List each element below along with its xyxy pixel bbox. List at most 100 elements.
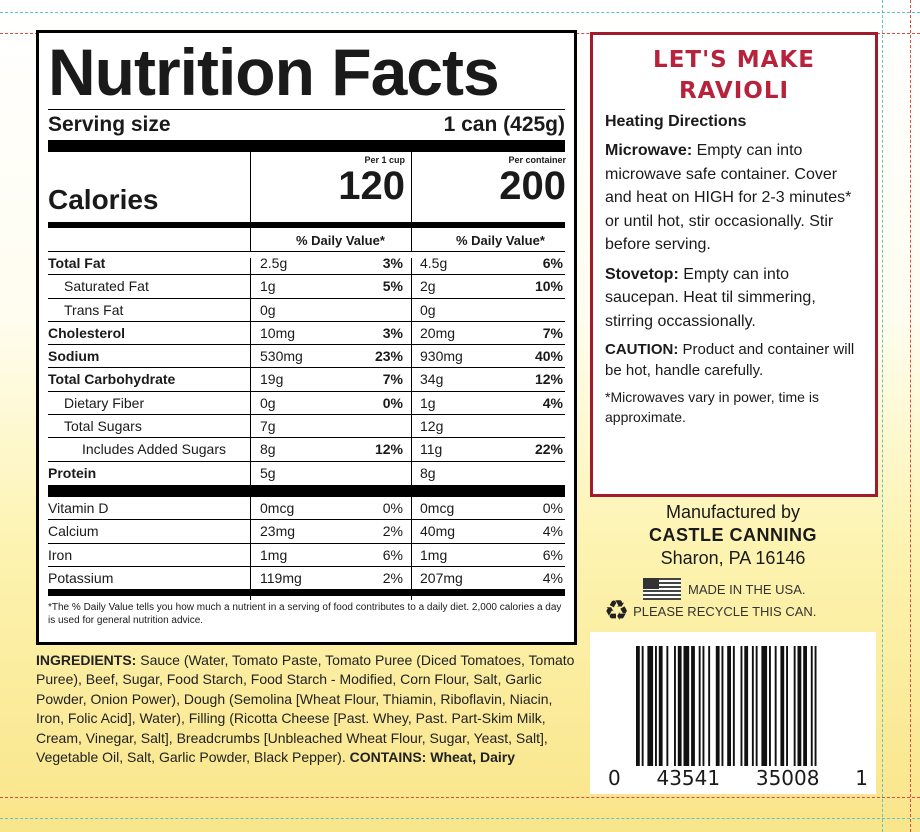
nutrient-name: Total Fat — [48, 255, 106, 271]
barcode-bars — [636, 646, 817, 766]
nutrient-name: Total Sugars — [64, 418, 142, 435]
vitamin-amount-cup: 23mg — [260, 523, 296, 540]
calories-rule — [48, 222, 565, 228]
vitamin-row: Vitamin D 0mcg 0% 0mcg 0% — [48, 497, 565, 521]
calories-row: Calories Per 1 cup 120 Per container 200 — [48, 152, 566, 222]
recycle-icon: ♻ — [604, 595, 630, 626]
barcode-bar — [774, 646, 777, 766]
barcode-bar — [658, 646, 663, 766]
barcode: 0 43541 35008 1 — [590, 632, 876, 794]
nutrient-amount-container: 930mg — [420, 348, 463, 365]
barcode-bar — [744, 646, 749, 766]
nutrient-amount-cup: 530mg — [260, 348, 303, 365]
table-divider-right — [411, 258, 412, 600]
caution-note: CAUTION: Product and container will be h… — [605, 339, 863, 381]
nutrient-row: Includes Added Sugars 8g 12% 11g 22% — [48, 438, 565, 462]
barcode-bar — [761, 646, 768, 766]
caution-label: CAUTION: — [605, 341, 679, 358]
microwave-text: Empty can into microwave safe container.… — [605, 142, 852, 253]
nutrient-row: Dietary Fiber 0g 0% 1g 4% — [48, 392, 565, 416]
vitamin-name: Calcium — [48, 523, 99, 540]
nutrient-amount-container: 8g — [420, 464, 436, 481]
serving-size-value: 1 can (425g) — [443, 113, 565, 136]
vitamin-row: Potassium 119mg 2% 207mg 4% — [48, 567, 565, 591]
calories-label: Calories — [48, 184, 159, 215]
ingredients-label: INGREDIENTS: — [36, 652, 137, 668]
made-in-usa-text: MADE IN THE USA. — [688, 581, 806, 597]
nutrient-amount-container: 2g — [420, 278, 436, 295]
vitamin-dv-cup: 2% — [382, 569, 403, 586]
nutrient-row: Total Fat 2.5g 3% 4.5g 6% — [48, 252, 565, 276]
vitamin-amount-container: 0mcg — [420, 499, 455, 516]
barcode-bar — [655, 646, 657, 766]
nutrient-row: Saturated Fat 1g 5% 2g 10% — [48, 275, 565, 299]
barcode-bar — [683, 646, 690, 766]
recycle-notice: ♻ PLEASE RECYCLE THIS CAN. — [604, 597, 816, 625]
nutrient-dv-container: 6% — [542, 255, 563, 271]
barcode-digit-group: 0 — [608, 766, 621, 790]
vitamin-amount-cup: 119mg — [260, 569, 302, 586]
nutrient-dv-cup: 0% — [382, 394, 403, 411]
manufacturer-name: CASTLE CANNING — [649, 525, 817, 545]
nutrient-name: Sodium — [48, 348, 100, 365]
barcode-bar — [641, 646, 644, 766]
barcode-bar — [803, 646, 807, 766]
nutrient-dv-cup: 5% — [382, 278, 403, 295]
microwave-label: Microwave: — [605, 142, 693, 159]
barcode-bar — [797, 646, 802, 766]
manufacturer-address: Sharon, PA 16146 — [660, 548, 806, 568]
barcode-bar — [814, 646, 817, 766]
nutrient-dv-cup: 12% — [374, 441, 403, 458]
nutrient-dv-cup: 23% — [374, 348, 403, 365]
col1-head-label: Per 1 cup — [364, 155, 405, 165]
nutrient-amount-cup: 8g — [260, 441, 276, 458]
footnote-rule — [48, 590, 565, 597]
barcode-digit-group: 1 — [855, 766, 868, 790]
vitamin-dv-container: 4% — [542, 569, 563, 586]
vitamin-dv-container: 6% — [542, 546, 563, 563]
barcode-bar — [793, 646, 796, 766]
barcode-bar — [698, 646, 701, 766]
barcode-bar — [732, 646, 735, 766]
microwave-instructions: Microwave: Empty can into microwave safe… — [605, 139, 863, 257]
nutrient-rows: Total Fat 2.5g 3% 4.5g 6% Saturated Fat … — [48, 252, 565, 485]
heating-directions-box: LET'S MAKE RAVIOLI Heating Directions Mi… — [590, 32, 878, 497]
vitamin-name: Vitamin D — [48, 499, 109, 516]
barcode-digit-group: 43541 — [656, 766, 721, 790]
vitamin-amount-container: 207mg — [420, 569, 463, 586]
nutrient-amount-cup: 0g — [260, 301, 276, 318]
vitamin-dv-cup: 0% — [382, 499, 403, 516]
nutrition-facts-panel: Nutrition Facts Serving size 1 can (425g… — [36, 30, 577, 645]
nutrient-amount-container: 1g — [420, 394, 436, 411]
nutrient-dv-container: 22% — [534, 441, 563, 458]
trim-guide-bottom — [0, 818, 920, 819]
barcode-bar — [636, 646, 640, 766]
vitamin-amount-container: 40mg — [420, 523, 456, 540]
nutrient-dv-cup: 3% — [382, 255, 403, 271]
serving-size-label: Serving size — [48, 113, 171, 136]
col2-calories: 200 — [499, 164, 566, 208]
vitamin-row: Calcium 23mg 2% 40mg 4% — [48, 520, 565, 544]
contains-allergens: CONTAINS: Wheat, Dairy — [349, 749, 516, 766]
nutrient-amount-container: 4.5g — [420, 255, 448, 271]
us-flag-icon — [643, 578, 681, 600]
nutrient-dv-container: 40% — [534, 348, 563, 365]
nutrient-dv-cup: 7% — [382, 371, 403, 388]
nutrient-name: Saturated Fat — [64, 278, 149, 295]
trim-guide-top — [0, 12, 920, 13]
vitamin-dv-cup: 2% — [382, 523, 403, 540]
barcode-bar — [780, 646, 785, 766]
nutrient-amount-cup: 10mg — [260, 324, 296, 341]
barcode-bar — [727, 646, 731, 766]
vitamin-dv-cup: 6% — [382, 546, 403, 563]
barcode-digits: 0 43541 35008 1 — [608, 766, 868, 790]
vitamin-rows: Vitamin D 0mcg 0% 0mcg 0% Calcium 23mg 2… — [48, 497, 565, 591]
stovetop-text: Empty can into saucepan. Heat til simmer… — [605, 265, 816, 330]
barcode-bar — [755, 646, 758, 766]
vitamin-rule — [48, 484, 565, 497]
col2-header: Per container 200 — [418, 152, 566, 207]
vitamin-dv-container: 0% — [542, 499, 563, 516]
barcode-bar — [708, 646, 711, 766]
title-rule — [48, 109, 565, 110]
col1-dv-label: % Daily Value* — [296, 233, 385, 248]
